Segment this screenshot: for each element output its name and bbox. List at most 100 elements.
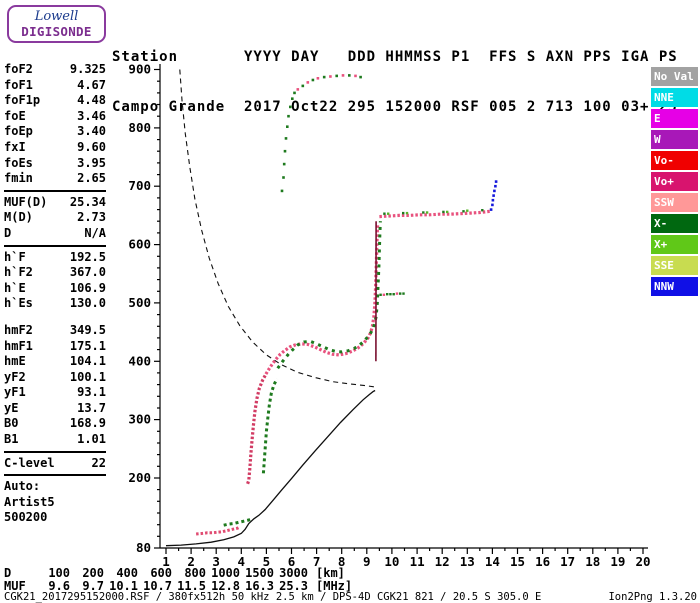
param-row: C-level 22 bbox=[4, 456, 106, 472]
traces bbox=[166, 70, 497, 546]
trace-profile bbox=[166, 391, 375, 546]
x-tick-label: 12 bbox=[435, 554, 450, 569]
param-label: foF2 bbox=[4, 62, 33, 78]
trace-point bbox=[282, 176, 285, 179]
lowell-digisonde-logo: Lowell DIGISONDE bbox=[7, 5, 106, 43]
legend-item-e: E bbox=[651, 109, 698, 128]
param-value: 22 bbox=[92, 456, 106, 472]
trace-point bbox=[285, 137, 288, 140]
legend-item-vo-: Vo- bbox=[651, 151, 698, 170]
param-value: 93.1 bbox=[77, 385, 106, 401]
x-tick-label: 19 bbox=[610, 554, 625, 569]
param-value: 1.01 bbox=[77, 432, 106, 448]
y-tick-label: 600 bbox=[128, 237, 151, 252]
y-tick-label: 400 bbox=[128, 353, 151, 368]
status-program-version: Ion2Png 1.3.20 bbox=[608, 591, 697, 603]
panel-divider bbox=[4, 474, 106, 476]
param-value: N/A bbox=[84, 226, 106, 242]
trace-Es-trace-O bbox=[196, 527, 240, 534]
x-tick-label: 18 bbox=[585, 554, 600, 569]
legend-item-w: W bbox=[651, 130, 698, 149]
x-tick-label: 17 bbox=[560, 554, 575, 569]
trace-point bbox=[462, 210, 464, 212]
param-label: hmE bbox=[4, 354, 26, 370]
param-label: fmin bbox=[4, 171, 33, 187]
trace-point bbox=[422, 211, 424, 213]
param-label: fxI bbox=[4, 140, 26, 156]
station-header: Station YYYY DAY DDD HHMMSS P1 FFS S AXN… bbox=[112, 16, 678, 132]
trace-point bbox=[491, 204, 494, 207]
param-value: 3.40 bbox=[77, 124, 106, 140]
logo-digisonde-text: DIGISONDE bbox=[9, 24, 104, 39]
trace-F1-rise-O bbox=[248, 374, 266, 484]
trace-F1-rise-X bbox=[263, 379, 277, 474]
x-tick-label: 20 bbox=[635, 554, 650, 569]
axes bbox=[154, 64, 648, 554]
param-label: yF2 bbox=[4, 370, 26, 386]
range-row-value: 400 bbox=[104, 567, 138, 580]
y-tick-label: 200 bbox=[128, 470, 151, 485]
param-value: 13.7 bbox=[77, 401, 106, 417]
legend-item-nne: NNE bbox=[651, 88, 698, 107]
trace-point bbox=[281, 190, 284, 193]
param-label: yF1 bbox=[4, 385, 26, 401]
x-tick-label: 13 bbox=[460, 554, 475, 569]
trace-point bbox=[492, 194, 495, 197]
param-label: h`E bbox=[4, 281, 26, 297]
param-label: C-level bbox=[4, 456, 55, 472]
header-line-labels: Station YYYY DAY DDD HHMMSS P1 FFS S AXN… bbox=[112, 49, 678, 66]
trace-point bbox=[442, 211, 444, 213]
legend-item-no-val: No Val bbox=[651, 67, 698, 86]
trace-point bbox=[283, 163, 286, 166]
trace-point bbox=[494, 185, 497, 188]
param-label: M(D) bbox=[4, 210, 33, 226]
trace-point bbox=[399, 292, 401, 294]
param-row: hmF2 349.5 bbox=[4, 323, 106, 339]
param-value: 175.1 bbox=[70, 339, 106, 355]
trace-point bbox=[402, 212, 404, 214]
param-value: 100.1 bbox=[70, 370, 106, 386]
param-value: 3.95 bbox=[77, 156, 106, 172]
legend-item-nnw: NNW bbox=[651, 277, 698, 296]
y-tick-label: 80 bbox=[136, 540, 151, 555]
param-label: h`Es bbox=[4, 296, 33, 312]
range-row-value: 600 bbox=[138, 567, 172, 580]
y-tick-label: 500 bbox=[128, 295, 151, 310]
legend-item-x-: X- bbox=[651, 214, 698, 233]
panel-divider bbox=[4, 245, 106, 247]
param-value: 168.9 bbox=[70, 416, 106, 432]
param-value: 130.0 bbox=[70, 296, 106, 312]
y-tick-label: 300 bbox=[128, 412, 151, 427]
panel-divider bbox=[4, 190, 106, 192]
param-value: 2.73 bbox=[77, 210, 106, 226]
trace-point bbox=[426, 211, 428, 213]
status-file-info: CGK21_2017295152000.RSF / 380fx512h 50 k… bbox=[4, 591, 541, 603]
trace-point bbox=[490, 208, 493, 211]
x-tick-label: 10 bbox=[384, 554, 399, 569]
trace-F-trace-X bbox=[278, 221, 381, 368]
status-bar: CGK21_2017295152000.RSF / 380fx512h 50 k… bbox=[4, 591, 697, 603]
panel-gap bbox=[4, 312, 106, 323]
header-line-values: Campo Grande 2017 Oct22 295 152000 RSF 0… bbox=[112, 99, 678, 116]
trace-point bbox=[379, 294, 381, 296]
trace-point bbox=[495, 180, 498, 183]
param-value: 349.5 bbox=[70, 323, 106, 339]
param-label: foF1p bbox=[4, 93, 40, 109]
param-value: 104.1 bbox=[70, 354, 106, 370]
param-value: 3.46 bbox=[77, 109, 106, 125]
param-label: hmF2 bbox=[4, 323, 33, 339]
legend-item-ssw: SSW bbox=[651, 193, 698, 212]
legend-item-sse: SSE bbox=[651, 256, 698, 275]
param-row: MUF(D)25.34 bbox=[4, 195, 106, 211]
